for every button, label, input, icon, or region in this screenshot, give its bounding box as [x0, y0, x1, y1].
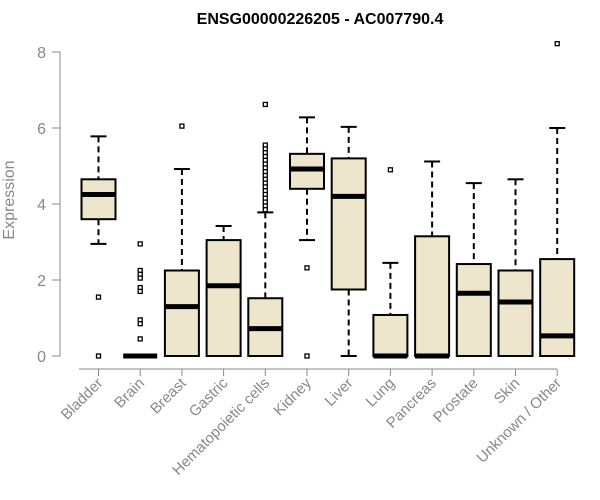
outlier-point — [137, 288, 143, 295]
box-iqr — [163, 269, 200, 357]
outlier-point — [179, 123, 185, 129]
box-iqr — [497, 269, 534, 357]
box-group — [539, 40, 576, 358]
y-ticks: 0 2 4 6 8 — [37, 45, 60, 366]
outlier-point — [95, 294, 102, 300]
box-iqr — [205, 239, 242, 358]
box-group — [414, 160, 451, 359]
y-tick-label: 8 — [37, 45, 46, 62]
box-iqr — [80, 178, 117, 221]
chart-title: ENSG00000226205 - AC007790.4 — [197, 11, 444, 28]
box-group — [289, 116, 325, 359]
box-group — [497, 178, 534, 357]
category-label: Lung — [363, 375, 399, 411]
category-label: Prostate — [430, 375, 482, 427]
box-iqr — [539, 258, 576, 358]
y-tick-label: 6 — [37, 121, 46, 138]
box-group — [80, 135, 117, 359]
category-label: Brain — [111, 375, 148, 412]
box-iqr — [455, 263, 492, 358]
category-label: Breast — [147, 374, 190, 417]
box-group — [163, 123, 200, 357]
box-iqr — [330, 157, 367, 291]
outlier-point — [262, 207, 268, 213]
category-label: Liver — [322, 375, 357, 410]
box-iqr — [414, 235, 451, 357]
box-iqr — [372, 313, 409, 357]
box-group — [455, 182, 492, 358]
outlier-point — [387, 167, 394, 173]
y-tick-label: 0 — [37, 349, 46, 366]
box-group — [123, 241, 158, 359]
box-group — [372, 167, 409, 359]
outlier-point — [304, 265, 310, 271]
outlier-point — [137, 241, 143, 247]
outlier-point — [304, 353, 310, 359]
outlier-point — [95, 353, 102, 359]
boxes-layer — [80, 40, 576, 359]
category-label: Bladder — [58, 375, 107, 424]
category-label: Skin — [491, 375, 524, 408]
y-tick-label: 2 — [37, 273, 46, 290]
outlier-point — [262, 101, 268, 108]
outlier-point — [137, 275, 143, 281]
category-label: Kidney — [270, 374, 315, 419]
outlier-point — [137, 336, 143, 342]
outlier-point — [554, 40, 560, 47]
box-group — [205, 225, 242, 358]
box-group — [247, 101, 284, 357]
outlier-point — [137, 321, 143, 327]
box-group — [330, 125, 367, 357]
y-tick-label: 4 — [37, 197, 46, 214]
y-axis-label: Expression — [1, 160, 18, 239]
